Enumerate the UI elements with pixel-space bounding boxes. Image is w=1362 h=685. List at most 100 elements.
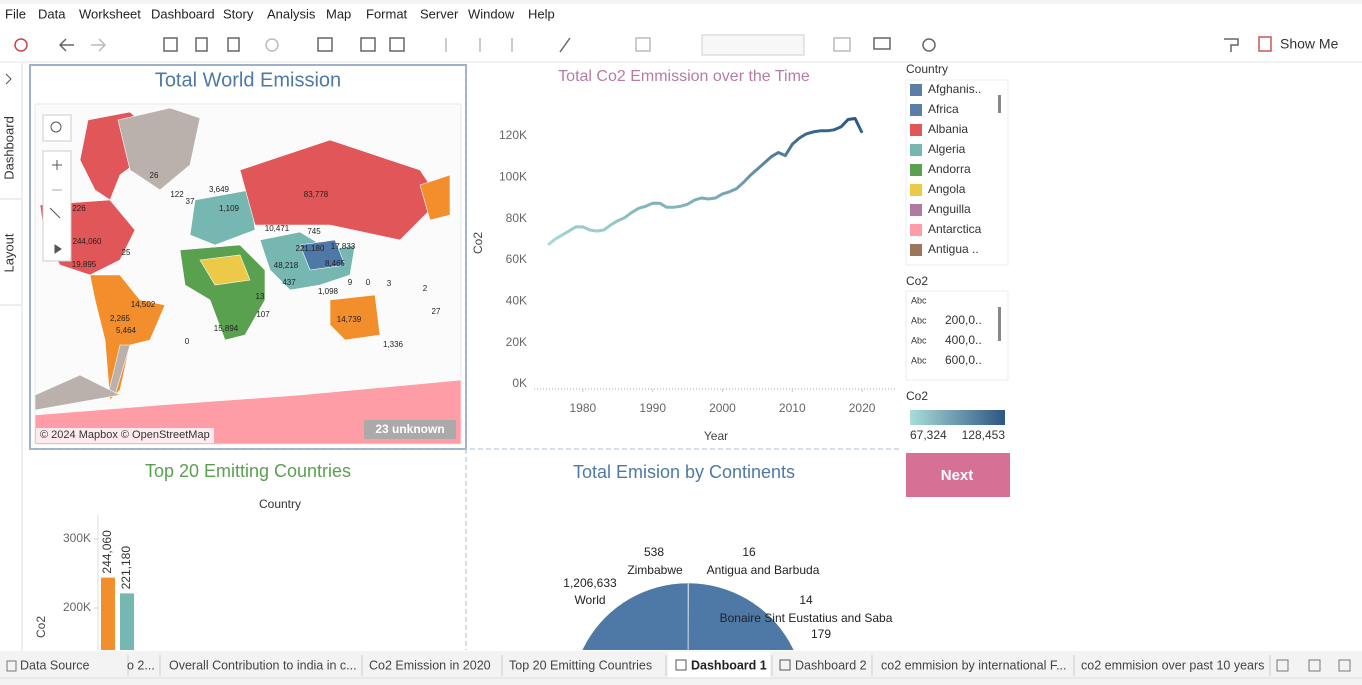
menu-item[interactable]: Analysis bbox=[267, 6, 316, 21]
size-legend-mark: Abc bbox=[911, 335, 927, 345]
legend-label[interactable]: Algeria bbox=[928, 142, 966, 156]
map-label: 10,471 bbox=[265, 224, 290, 233]
menu-item[interactable]: Map bbox=[326, 6, 351, 21]
legend-swatch[interactable] bbox=[910, 124, 922, 136]
new-sheet-icon[interactable] bbox=[317, 37, 333, 52]
sort-icons[interactable] bbox=[445, 38, 513, 52]
map-label: 1,336 bbox=[383, 340, 404, 349]
legend-swatch[interactable] bbox=[910, 244, 922, 256]
label-icon[interactable] bbox=[635, 37, 651, 52]
legend-label[interactable]: Afghanis.. bbox=[928, 82, 981, 96]
east-region bbox=[419, 174, 451, 221]
unknown-indicator[interactable]: 23 unknown bbox=[375, 422, 444, 436]
next-button[interactable]: Next bbox=[941, 467, 974, 484]
save-icon[interactable] bbox=[163, 37, 178, 52]
menu-item[interactable]: Dashboard bbox=[151, 6, 215, 21]
sheet-tab[interactable]: o 2... bbox=[127, 658, 155, 672]
menu-item[interactable]: Data bbox=[38, 6, 66, 21]
legend-label[interactable]: Antigua .. bbox=[928, 242, 979, 256]
clear-icon[interactable] bbox=[389, 37, 405, 52]
new-datasource-icon[interactable] bbox=[195, 37, 208, 52]
map-label: 226 bbox=[72, 204, 86, 213]
redo-icon[interactable] bbox=[91, 38, 107, 52]
legend-swatch[interactable] bbox=[910, 184, 922, 196]
legend-swatch[interactable] bbox=[910, 104, 922, 116]
legend-swatch[interactable] bbox=[910, 84, 922, 96]
pie-value-label: 16 bbox=[742, 545, 756, 559]
sheet-tab[interactable]: Data Source bbox=[20, 658, 90, 672]
map-search-button[interactable] bbox=[42, 114, 72, 142]
expand-arrow[interactable] bbox=[5, 73, 12, 85]
menu-item[interactable]: Format bbox=[366, 6, 408, 21]
fit-dropdown[interactable] bbox=[701, 34, 805, 56]
paint-icon[interactable] bbox=[1224, 38, 1239, 52]
sheet-tab[interactable]: Co2 Emission in 2020 bbox=[369, 658, 491, 672]
menu-item[interactable]: Help bbox=[528, 6, 555, 21]
new-dashboard-tab[interactable] bbox=[1308, 659, 1321, 672]
zoom-in-button[interactable] bbox=[52, 160, 62, 170]
country-legend-box bbox=[905, 79, 1009, 266]
map-label: 9 bbox=[348, 278, 353, 287]
antarctic-peninsula bbox=[35, 374, 121, 411]
map-label: 14,739 bbox=[337, 315, 362, 324]
undo-icon[interactable] bbox=[58, 38, 74, 52]
legend-label[interactable]: Andorra bbox=[928, 162, 971, 176]
map-tools-button[interactable] bbox=[49, 207, 62, 254]
pie-slice[interactable] bbox=[571, 582, 805, 685]
x-tick-label: 1990 bbox=[639, 401, 666, 415]
cards-icon[interactable] bbox=[833, 37, 851, 52]
map-label: 3,649 bbox=[209, 185, 230, 194]
sheet-tab[interactable]: Dashboard 2 bbox=[795, 658, 867, 672]
pause-icon[interactable] bbox=[227, 37, 240, 52]
new-story-tab[interactable] bbox=[1338, 659, 1351, 672]
pie-chart-title: Total Emision by Continents bbox=[573, 462, 795, 482]
australia-region bbox=[329, 294, 381, 341]
legend-scroll-thumb[interactable] bbox=[998, 307, 1001, 341]
show-me-button[interactable]: Show Me bbox=[1280, 36, 1339, 52]
legend-swatch[interactable] bbox=[910, 224, 922, 236]
map-label: 14,502 bbox=[131, 300, 156, 309]
refresh-icon[interactable] bbox=[265, 38, 279, 52]
pie-value-label: 14 bbox=[799, 593, 813, 607]
attribution-bg bbox=[36, 428, 214, 443]
bar-value-label: 221,180 bbox=[119, 546, 133, 590]
bar[interactable] bbox=[120, 593, 134, 685]
legend-swatch[interactable] bbox=[910, 204, 922, 216]
legend-title: Country bbox=[906, 62, 948, 76]
menu-item[interactable]: Window bbox=[468, 6, 515, 21]
menu-item[interactable]: Worksheet bbox=[79, 6, 141, 21]
legend-label[interactable]: Albania bbox=[928, 122, 968, 136]
show-me-icon[interactable] bbox=[1258, 36, 1272, 52]
menu-item[interactable]: Story bbox=[223, 6, 254, 21]
presentation-icon[interactable] bbox=[873, 37, 891, 50]
sheet-tab[interactable]: Dashboard 1 bbox=[691, 658, 767, 672]
legend-label[interactable]: Antarctica bbox=[928, 222, 982, 236]
y-tick-label: 120K bbox=[499, 128, 527, 142]
unknown-badge[interactable] bbox=[364, 420, 456, 439]
duplicate-icon[interactable] bbox=[360, 37, 376, 52]
logo-icon bbox=[14, 38, 28, 52]
sheet-tab[interactable]: co2 emmision over past 10 years bbox=[1081, 658, 1264, 672]
legend-label[interactable]: Angola bbox=[928, 182, 966, 196]
legend-swatch[interactable] bbox=[910, 144, 922, 156]
menu-item[interactable]: Server bbox=[420, 6, 459, 21]
new-worksheet-tab[interactable] bbox=[1276, 659, 1289, 672]
pie-category-label: Bonaire Sint Eustatius and Saba bbox=[720, 611, 893, 625]
map-label: 13 bbox=[256, 292, 265, 301]
menu-item[interactable]: File bbox=[5, 6, 26, 21]
size-legend-label: 600,0.. bbox=[945, 353, 982, 367]
next-button-bg[interactable] bbox=[906, 453, 1010, 497]
sheet-tab[interactable]: Top 20 Emitting Countries bbox=[509, 658, 652, 672]
legend-scroll-thumb[interactable] bbox=[998, 95, 1001, 113]
side-tab[interactable]: Layout bbox=[1, 233, 16, 272]
legend-label[interactable]: Africa bbox=[928, 102, 959, 116]
highlight-icon[interactable] bbox=[559, 37, 571, 53]
share-icon[interactable] bbox=[922, 38, 936, 52]
sheet-tab[interactable]: Overall Contribution to india in c... bbox=[169, 658, 357, 672]
bar[interactable] bbox=[101, 577, 115, 685]
side-tab[interactable]: Dashboard bbox=[1, 116, 16, 180]
sheet-tab[interactable]: co2 emmision by international F... bbox=[881, 658, 1067, 672]
dashboard-tab-icon bbox=[675, 659, 687, 671]
legend-swatch[interactable] bbox=[910, 164, 922, 176]
legend-label[interactable]: Anguilla bbox=[928, 202, 971, 216]
